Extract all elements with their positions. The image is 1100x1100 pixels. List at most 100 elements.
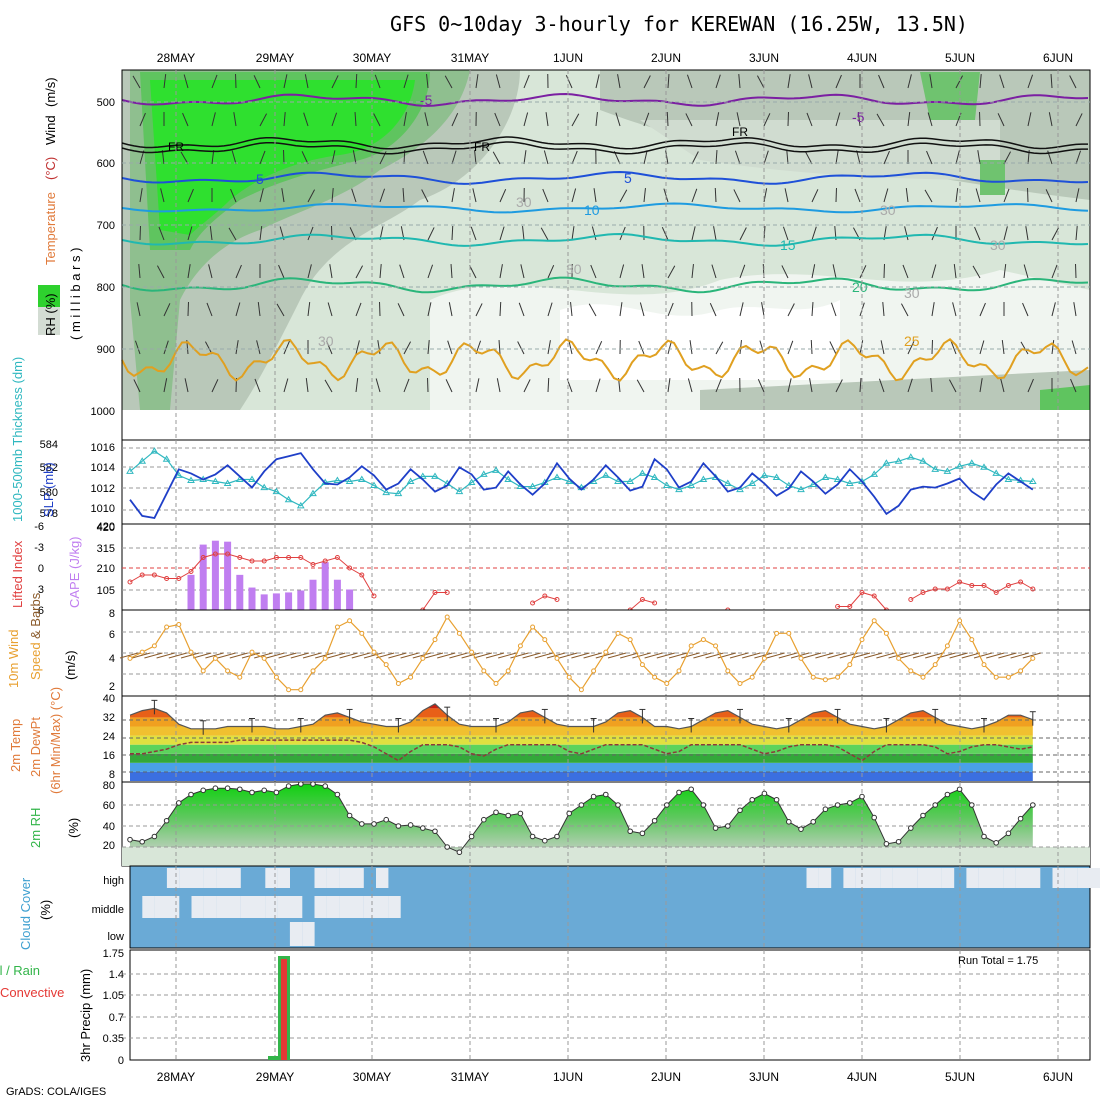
- wind-barb: [283, 112, 286, 127]
- rh-point: [481, 816, 487, 823]
- wind-barb: [979, 340, 985, 355]
- wind-barb: [339, 652, 358, 659]
- rh-point: [249, 789, 255, 796]
- y-tick-label: 1000: [91, 406, 115, 418]
- thickness-line: [129, 450, 1033, 507]
- cape-bar: [236, 574, 244, 610]
- wind-barb: [615, 112, 621, 127]
- wind-barb: [354, 111, 357, 127]
- cloud-cell: [314, 896, 327, 918]
- rh-point: [529, 833, 536, 840]
- wind-barb: [715, 74, 721, 89]
- wind-barb: [1051, 340, 1055, 355]
- thickness-point: [601, 471, 610, 478]
- lifted-index-point: [359, 572, 365, 578]
- wind-barb: [761, 302, 765, 317]
- wind10m-speed-label: Speed: [28, 642, 43, 680]
- rh-region: [700, 370, 1090, 410]
- y-tick-label: 0.7: [109, 1012, 124, 1024]
- wind-barb: [711, 264, 717, 279]
- y-tick-label: 578: [40, 508, 58, 520]
- cloud-cell: [166, 896, 180, 918]
- thickness-point: [138, 457, 147, 464]
- thickness-point: [845, 479, 854, 487]
- wind-barb: [907, 341, 915, 355]
- wind-barb: [912, 652, 932, 659]
- cloud-cell: [1064, 868, 1078, 888]
- lifted-index-point: [286, 555, 292, 560]
- wind-speed-point: [957, 618, 963, 624]
- wind-barb: [545, 112, 549, 127]
- wind-barb: [900, 303, 909, 317]
- wind-barb: [522, 226, 525, 241]
- rh-point: [273, 789, 280, 796]
- contour-label: 15: [780, 237, 796, 253]
- y-tick-label: 420: [97, 521, 115, 533]
- lifted-index-point: [347, 565, 353, 571]
- cloud-cell: [892, 868, 905, 888]
- cloud-cell: [228, 896, 241, 918]
- wind-barb: [451, 150, 457, 165]
- thickness-point: [406, 477, 415, 484]
- bottom-date-label: 29MAY: [256, 1070, 294, 1084]
- contour-label: 30: [990, 237, 1006, 253]
- cloud-cell: [339, 896, 352, 918]
- thickness-point: [345, 477, 354, 484]
- wind-barb: [397, 303, 405, 317]
- wind-barb: [469, 265, 477, 279]
- wind-speed-point: [920, 674, 926, 680]
- wind-barb: [643, 75, 651, 89]
- wind-barb: [1051, 302, 1056, 317]
- cloud-cell: [1077, 868, 1090, 888]
- wind-barb: [811, 301, 814, 317]
- temperature-line: [129, 703, 1034, 730]
- wind-barb: [133, 379, 141, 393]
- wind-speed-point: [542, 637, 548, 643]
- thickness-point: [723, 479, 732, 487]
- cloud-cell: [351, 868, 364, 888]
- lifted-index-point: [432, 590, 438, 595]
- wind-barb: [787, 340, 794, 355]
- cloud-cell: [314, 868, 327, 888]
- cloud-cell: [253, 896, 266, 918]
- top-date-label: 6JUN: [1043, 51, 1073, 65]
- wind-barb: [235, 302, 241, 317]
- wind-speed-point: [786, 630, 792, 636]
- wind-barb: [926, 150, 933, 165]
- wind-barb: [374, 74, 381, 89]
- rh-point: [139, 838, 145, 845]
- thickness-point: [394, 489, 403, 497]
- thickness-point: [211, 477, 220, 484]
- thickness-point: [906, 453, 915, 460]
- wind-barb: [1071, 340, 1077, 355]
- cloud-cell: [302, 922, 315, 946]
- wind-speed-point: [310, 668, 316, 674]
- cloud-cell: [203, 868, 217, 888]
- wind-barb: [1003, 226, 1008, 241]
- rh-point: [981, 833, 987, 840]
- rh-point: [603, 791, 609, 798]
- rh-point: [615, 802, 621, 808]
- wind-barb: [136, 302, 141, 317]
- wind-barb: [806, 112, 813, 127]
- wind-barb: [307, 189, 316, 203]
- rh-point: [1005, 830, 1012, 837]
- contour-label: 5: [256, 171, 264, 187]
- wind-barb: [475, 74, 479, 89]
- temp2m-label: 2m Temp: [8, 719, 23, 772]
- wind-barb: [211, 74, 218, 89]
- top-date-label: 30MAY: [353, 51, 391, 65]
- cloud-cell: [326, 896, 340, 918]
- rh-label: RH (%): [43, 293, 58, 336]
- wind-barb: [400, 652, 419, 659]
- rh-point: [224, 785, 231, 792]
- rh-point: [798, 826, 804, 832]
- wind-barb: [281, 188, 285, 203]
- wind-barb: [975, 188, 981, 203]
- wind-barb: [403, 341, 412, 355]
- wind-barb: [256, 340, 261, 355]
- temperature-band: [130, 726, 1033, 736]
- thickness-point: [223, 479, 232, 487]
- wind-barb: [859, 265, 867, 279]
- wind-speed-point: [176, 622, 182, 628]
